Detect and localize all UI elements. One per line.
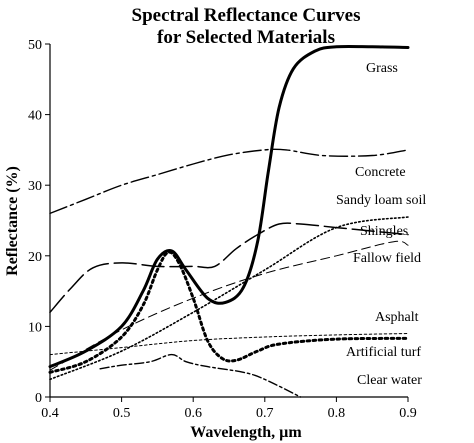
y-tick-label: 40: [28, 109, 42, 124]
x-tick-label: 0.8: [328, 406, 346, 421]
x-tick-label: 0.6: [184, 406, 202, 421]
series-line-asphalt: [49, 333, 409, 356]
y-tick-label: 0: [35, 391, 42, 406]
x-tick-label: 0.5: [113, 406, 131, 421]
series-label-shingles: Shingles: [360, 224, 408, 239]
series-line-artificial-turf: [48, 250, 410, 374]
series-label-grass: Grass: [366, 61, 398, 76]
x-tick-label: 0.7: [256, 406, 274, 421]
y-axis-title: Reflectance (%): [4, 166, 21, 276]
series-line-clear-water: [99, 353, 302, 398]
series-line-shingles: [49, 222, 409, 314]
y-tick-label: 10: [28, 320, 42, 335]
series-line-concrete: [49, 148, 409, 215]
series-label-asphalt: Asphalt: [375, 310, 419, 325]
y-tick-label: 20: [28, 250, 42, 265]
series-line-grass: [48, 44, 410, 369]
series-label-fallow-field: Fallow field: [353, 251, 421, 266]
ticks: 0.4 0.5 0.6 0.7 0.8 0.9 0 10 20 30 40 50: [28, 38, 417, 421]
series-label-artificial-turf: Artificial turf: [346, 345, 421, 360]
axes: [49, 44, 408, 398]
y-tick-label: 50: [28, 38, 42, 53]
x-tick-label: 0.9: [399, 406, 417, 421]
series-label-clear-water: Clear water: [357, 373, 422, 388]
chart-title-line2: for Selected Materials: [157, 27, 335, 48]
series-line-sandy-loam-soil: [49, 216, 409, 381]
series-line-fallow-field: [49, 240, 409, 371]
chart-title-line1: Spectral Reflectance Curves: [132, 5, 361, 26]
series-label-sandy-loam-soil: Sandy loam soil: [336, 193, 426, 208]
series-label-concrete: Concrete: [355, 165, 406, 180]
x-axis-title: Wavelength, µm: [190, 424, 302, 441]
labels-layer: Grass Concrete Sandy loam soil Shingles Fall…: [336, 61, 426, 388]
y-tick-label: 30: [28, 179, 42, 194]
x-tick-label: 0.4: [41, 406, 59, 421]
series-layer: [48, 44, 410, 398]
